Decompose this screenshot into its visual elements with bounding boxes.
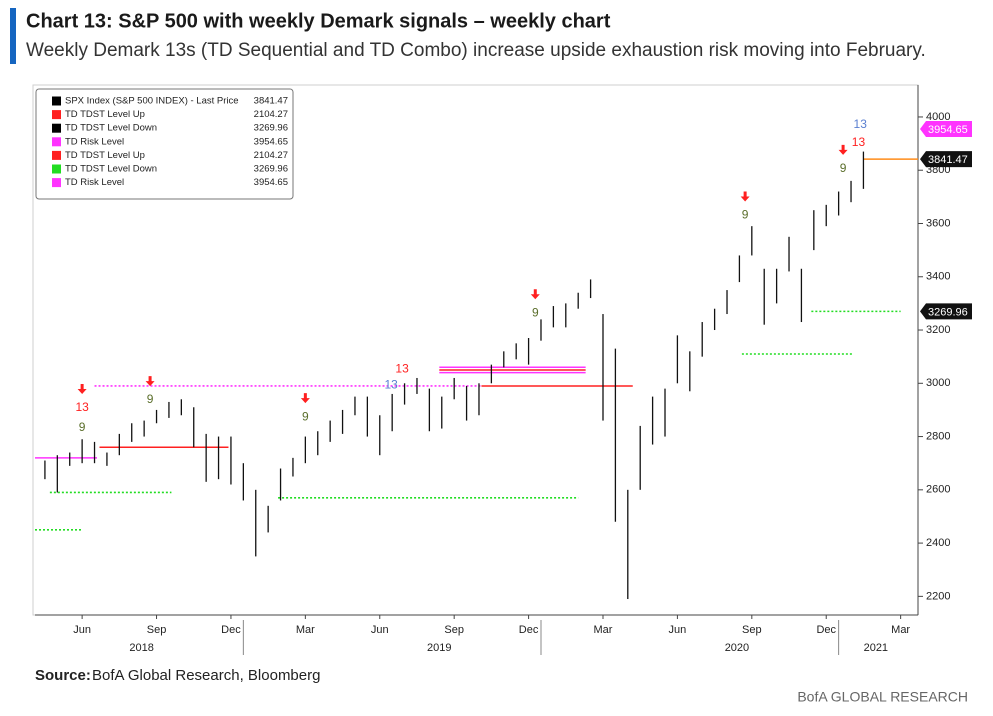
plot: 2200240026002800300032003400360038004000… <box>35 85 972 655</box>
price-tag <box>920 121 972 138</box>
y-tick-label: 2400 <box>926 537 950 549</box>
x-tick-label: Mar <box>594 624 613 636</box>
legend-value: 2104.27 <box>254 150 288 161</box>
footer: BofA GLOBAL RESEARCH <box>797 689 968 705</box>
legend-value: 3841.47 <box>254 96 288 107</box>
x-tick-label: Jun <box>669 624 687 636</box>
chart-title: Chart 13: S&P 500 with weekly Demark sig… <box>26 10 611 32</box>
legend-name: TD TDST Level Down <box>65 164 157 175</box>
signal-arrow <box>300 393 310 404</box>
signal-label: 13 <box>395 361 409 375</box>
price-tag-label: 3269.96 <box>928 306 968 318</box>
legend-name: TD TDST Level Down <box>65 123 157 134</box>
legend-box <box>35 88 294 200</box>
year-label: 2019 <box>427 642 451 654</box>
signal-arrow <box>145 376 155 387</box>
signal-label: 9 <box>302 409 309 423</box>
price-tag <box>920 151 972 168</box>
price-tag <box>920 303 972 320</box>
signal-arrow <box>740 191 750 202</box>
legend-name: TD Risk Level <box>65 177 124 188</box>
signal-label: 9 <box>79 420 86 434</box>
signal-label: 9 <box>840 161 847 175</box>
x-tick-label: Dec <box>816 624 836 636</box>
y-tick-label: 3000 <box>926 377 950 389</box>
signal-label: 9 <box>532 305 539 319</box>
legend-value: 3954.65 <box>254 177 288 188</box>
y-tick-label: 3200 <box>926 324 950 336</box>
x-tick-label: Dec <box>221 624 241 636</box>
legend-name: SPX Index (S&P 500 INDEX) - Last Price <box>65 96 239 107</box>
legend-name: TD TDST Level Up <box>65 109 145 120</box>
year-label: 2020 <box>725 642 749 654</box>
legend-swatch <box>52 178 61 188</box>
x-tick-label: Mar <box>891 624 910 636</box>
source-text: BofA Global Research, Bloomberg <box>92 667 320 684</box>
x-tick-label: Sep <box>742 624 762 636</box>
legend-value: 2104.27 <box>254 109 288 120</box>
signal-arrow <box>77 384 87 395</box>
legend: SPX Index (S&P 500 INDEX) - Last Price 38… <box>35 88 294 200</box>
x-tick-label: Jun <box>371 624 389 636</box>
y-tick-label: 3600 <box>926 217 950 229</box>
legend-name: TD TDST Level Up <box>65 150 145 161</box>
signal-label: 9 <box>742 208 749 222</box>
legend-value: 3269.96 <box>254 123 288 134</box>
x-tick-label: Jun <box>73 624 91 636</box>
x-tick-label: Dec <box>519 624 539 636</box>
signal-label: 13 <box>852 135 866 149</box>
y-tick-label: 2200 <box>926 590 950 602</box>
signal-label: 13 <box>75 400 89 414</box>
signal-label: 13 <box>384 377 398 391</box>
signal-label: 13 <box>854 117 868 131</box>
x-tick-label: Sep <box>147 624 167 636</box>
signal-label: 9 <box>147 392 154 406</box>
legend-value: 3954.65 <box>254 136 288 147</box>
title-bar <box>10 8 16 64</box>
legend-swatch <box>52 123 61 133</box>
y-tick-label: 2800 <box>926 430 950 442</box>
source-label: Source: <box>35 667 91 684</box>
x-tick-label: Mar <box>296 624 315 636</box>
price-tag-label: 3841.47 <box>928 154 968 166</box>
signal-arrow <box>838 144 848 155</box>
legend-swatch <box>52 137 61 147</box>
y-tick-label: 4000 <box>926 111 950 123</box>
y-tick-label: 3400 <box>926 271 950 283</box>
legend-swatch <box>52 110 61 120</box>
legend-swatch <box>52 150 61 160</box>
year-label: 2018 <box>129 642 153 654</box>
legend-swatch <box>52 164 61 174</box>
legend-value: 3269.96 <box>254 164 288 175</box>
chart-subtitle: Weekly Demark 13s (TD Sequential and TD … <box>26 40 926 61</box>
year-label: 2021 <box>864 642 888 654</box>
legend-swatch <box>52 96 61 106</box>
legend-name: TD Risk Level <box>65 136 124 147</box>
signal-arrow <box>530 289 540 300</box>
x-tick-label: Sep <box>444 624 464 636</box>
y-tick-label: 2600 <box>926 484 950 496</box>
price-tag-label: 3954.65 <box>928 124 968 136</box>
